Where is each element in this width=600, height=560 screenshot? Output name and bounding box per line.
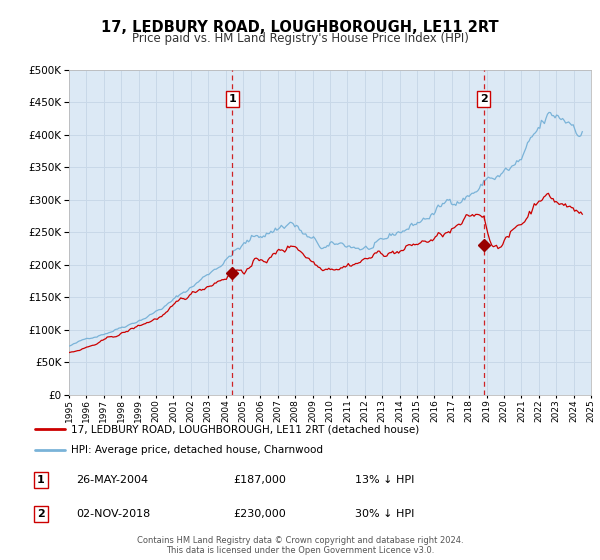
Text: HPI: Average price, detached house, Charnwood: HPI: Average price, detached house, Char… (71, 445, 323, 455)
Text: Contains HM Land Registry data © Crown copyright and database right 2024.: Contains HM Land Registry data © Crown c… (137, 536, 463, 545)
Text: 17, LEDBURY ROAD, LOUGHBOROUGH, LE11 2RT: 17, LEDBURY ROAD, LOUGHBOROUGH, LE11 2RT (101, 20, 499, 35)
Text: This data is licensed under the Open Government Licence v3.0.: This data is licensed under the Open Gov… (166, 546, 434, 555)
Text: 13% ↓ HPI: 13% ↓ HPI (355, 475, 415, 484)
Text: £230,000: £230,000 (234, 510, 287, 519)
Text: Price paid vs. HM Land Registry's House Price Index (HPI): Price paid vs. HM Land Registry's House … (131, 32, 469, 45)
Text: £187,000: £187,000 (234, 475, 287, 484)
Text: 1: 1 (229, 94, 236, 104)
Text: 1: 1 (37, 475, 44, 484)
Text: 2: 2 (37, 510, 44, 519)
Text: 2: 2 (480, 94, 488, 104)
Text: 30% ↓ HPI: 30% ↓ HPI (355, 510, 415, 519)
Text: 26-MAY-2004: 26-MAY-2004 (76, 475, 149, 484)
Text: 17, LEDBURY ROAD, LOUGHBOROUGH, LE11 2RT (detached house): 17, LEDBURY ROAD, LOUGHBOROUGH, LE11 2RT… (71, 424, 419, 435)
Text: 02-NOV-2018: 02-NOV-2018 (76, 510, 151, 519)
